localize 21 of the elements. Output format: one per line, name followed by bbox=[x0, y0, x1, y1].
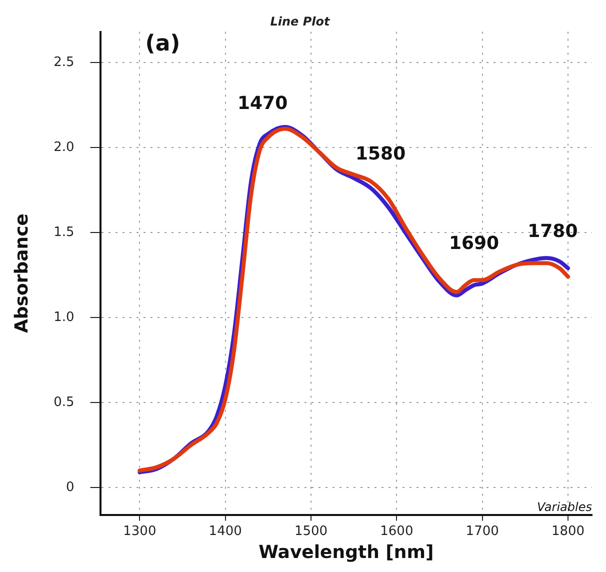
y-tick-label: 1.0 bbox=[54, 310, 74, 325]
x-tick-label: 1800 bbox=[551, 524, 585, 539]
annotation: Variables bbox=[536, 500, 592, 514]
y-tick-label: 1.5 bbox=[54, 224, 74, 240]
y-tick-label: 2.0 bbox=[54, 140, 74, 155]
y-tick-label: 2.5 bbox=[54, 54, 74, 70]
x-tick-label: 1400 bbox=[208, 524, 242, 539]
annotation: 1690 bbox=[448, 232, 500, 254]
annotation: 1780 bbox=[528, 220, 578, 242]
annotation: 1470 bbox=[237, 92, 288, 114]
chart-title: Line Plot bbox=[270, 14, 332, 29]
x-tick-label: 1600 bbox=[380, 524, 414, 539]
y-axis-title: Absorbance bbox=[11, 214, 32, 334]
annotation: (a) bbox=[145, 32, 180, 57]
x-tick-label: 1300 bbox=[123, 524, 156, 539]
x-axis-title: Wavelength [nm] bbox=[258, 542, 434, 563]
x-tick-label: 1700 bbox=[466, 524, 499, 539]
x-tick-label: 1500 bbox=[294, 524, 328, 539]
y-tick-label: 0.5 bbox=[54, 394, 74, 410]
y-tick-label: 0 bbox=[66, 480, 74, 495]
annotation: 1580 bbox=[356, 144, 406, 165]
